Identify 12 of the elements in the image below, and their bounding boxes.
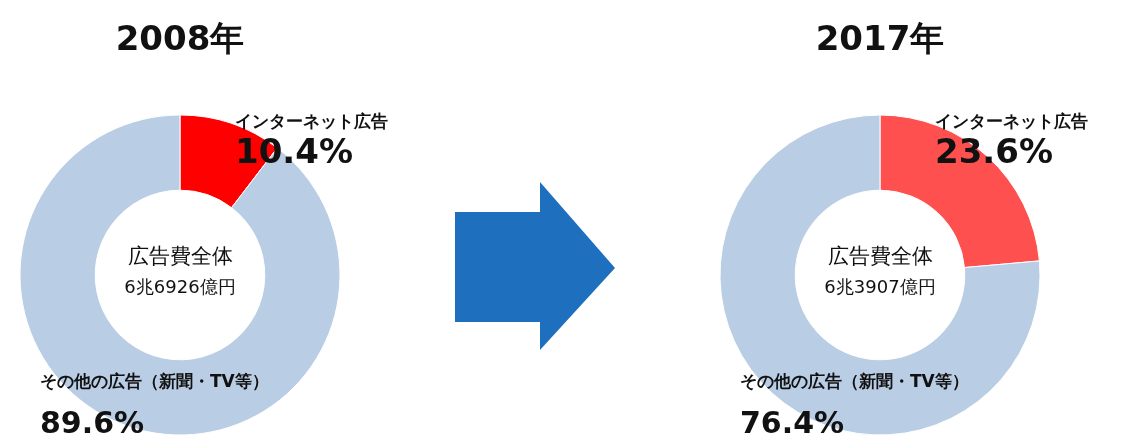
text: 6兆3907億円 [824,276,936,297]
text: 広告費全体 [127,244,233,268]
data-label: 89.6% [40,405,145,440]
slice-label: その他の広告（新聞・TV等） [740,371,969,391]
slice-label: インターネット広告 [935,111,1088,131]
text: 6兆6926億円 [124,276,236,297]
slice-label: インターネット広告 [235,111,388,131]
chart-title: 2017年 [815,18,945,58]
text: 広告費全体 [827,244,933,268]
chart-title: 2008年 [115,18,245,58]
slice-label: その他の広告（新聞・TV等） [40,371,269,391]
data-label: 76.4% [740,405,845,440]
